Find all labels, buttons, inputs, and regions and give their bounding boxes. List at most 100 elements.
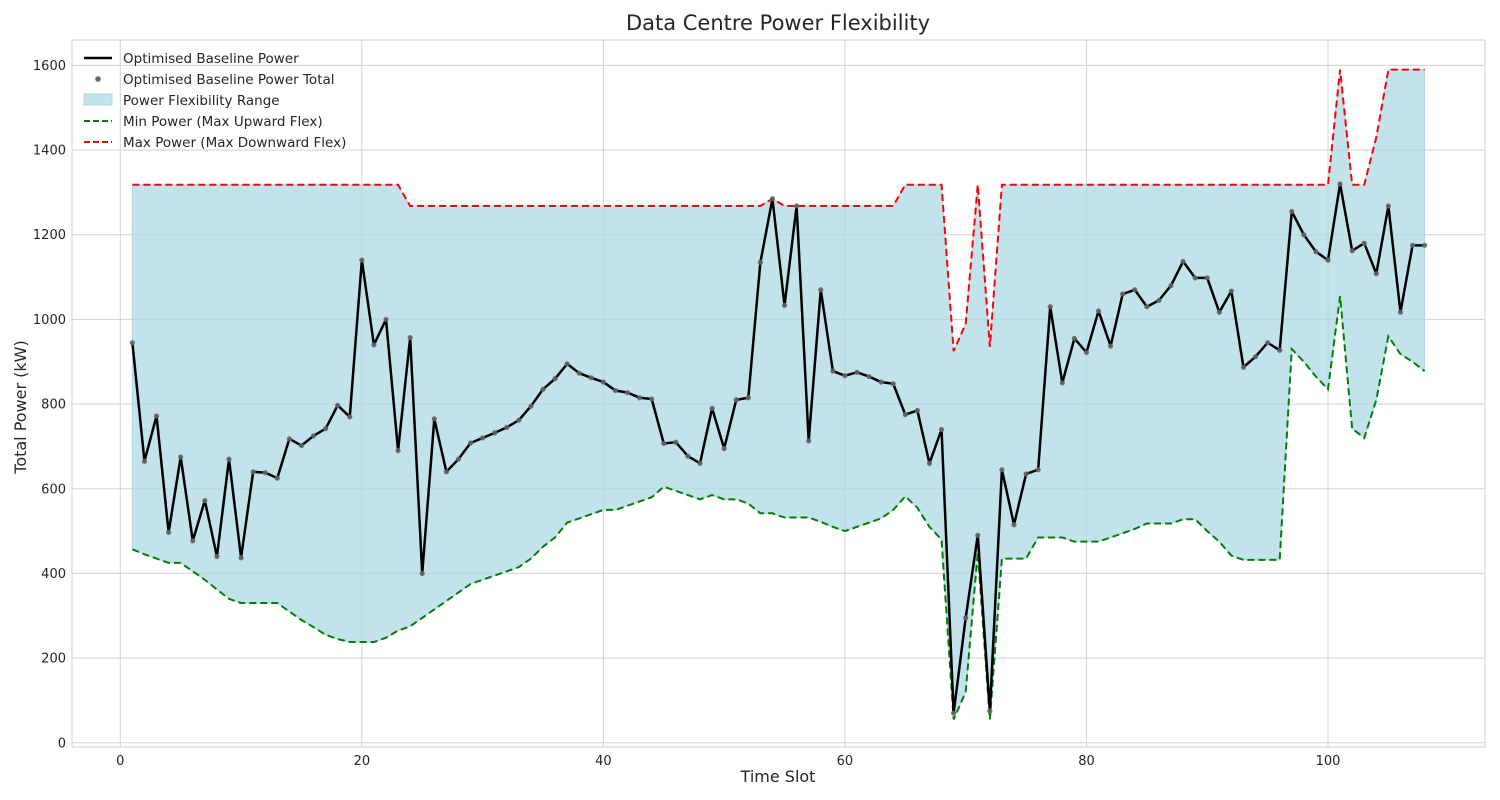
baseline-point [1095, 308, 1102, 314]
chart-title: Data Centre Power Flexibility [626, 11, 930, 35]
baseline-point [1397, 309, 1404, 315]
min-power-line [131, 296, 1426, 720]
baseline-point [359, 257, 365, 263]
baseline-point [781, 302, 788, 309]
baseline-point [310, 433, 317, 439]
baseline-point [745, 395, 751, 401]
baseline-point [1011, 522, 1017, 528]
baseline-point [323, 426, 329, 432]
baseline-point [878, 379, 884, 385]
legend-label: Max Power (Max Downward Flex) [123, 135, 346, 151]
x-tick-label: 20 [354, 754, 371, 769]
baseline-point [274, 475, 280, 481]
y-tick-label: 1400 [33, 144, 66, 159]
baseline-point [951, 710, 957, 716]
baseline-point [1313, 249, 1319, 255]
plot-frame [71, 39, 1486, 748]
baseline-point [166, 529, 172, 535]
baseline-point [141, 458, 148, 464]
baseline-point [709, 405, 715, 411]
baseline-point [1289, 208, 1295, 215]
baseline-point [999, 467, 1005, 473]
baseline-point [1144, 304, 1150, 310]
baseline-point [467, 440, 474, 446]
baseline-point [190, 538, 196, 544]
y-axis-title: Total Power (kW) [11, 340, 30, 474]
baseline-point [1059, 380, 1065, 386]
baseline-point [721, 445, 727, 452]
baseline-point [1108, 343, 1114, 349]
baseline-point [480, 435, 486, 441]
y-tick-label: 400 [41, 567, 66, 582]
baseline-point [733, 397, 739, 403]
baseline-point [347, 414, 353, 420]
baseline-point [794, 203, 800, 209]
baseline-point [1277, 347, 1283, 353]
baseline-point [1325, 257, 1331, 263]
baseline-point [637, 395, 643, 401]
x-tick-label: 80 [1078, 754, 1095, 769]
baseline-point [673, 439, 679, 445]
baseline-point [1047, 304, 1053, 310]
baseline-point [987, 708, 993, 714]
baseline-point [624, 390, 631, 396]
baseline-point [1132, 287, 1138, 293]
baseline-point [1252, 354, 1259, 360]
y-tick-label: 800 [41, 398, 66, 413]
baseline-point [214, 553, 220, 560]
baseline-point [1349, 248, 1355, 254]
baseline-power-line [131, 182, 1425, 715]
baseline-point [842, 373, 848, 379]
x-tick-label: 60 [837, 754, 854, 769]
baseline-point [371, 342, 377, 348]
y-tick-label: 1000 [33, 313, 66, 328]
baseline-point [262, 470, 268, 476]
y-tick-label: 1600 [33, 59, 66, 74]
baseline-point [1301, 232, 1307, 238]
legend-label: Power Flexibility Range [123, 93, 280, 109]
baseline-point [1180, 258, 1186, 265]
baseline-point [806, 438, 812, 444]
baseline-point [854, 369, 860, 375]
baseline-point [1361, 240, 1367, 246]
baseline-point [938, 426, 945, 433]
baseline-point [818, 287, 824, 293]
baseline-point [1373, 271, 1379, 277]
baseline-point [516, 417, 522, 423]
y-tick-label: 600 [41, 482, 66, 497]
baseline-point [830, 368, 836, 374]
baseline-point [1422, 242, 1428, 248]
baseline-point [202, 498, 208, 504]
baseline-point [1337, 181, 1343, 187]
axes: 0 20 40 60 80 1000200400600800100012001400160… [33, 39, 1486, 769]
x-tick-label: 0 [116, 754, 124, 769]
legend: Optimised Baseline Power Optimised Baseli… [83, 51, 346, 151]
baseline-point [298, 442, 305, 449]
baseline-point [504, 424, 510, 430]
baseline-point [963, 615, 969, 621]
baseline-point [661, 440, 667, 447]
baseline-point [1035, 467, 1041, 473]
baseline-point [1240, 364, 1247, 370]
baseline-point [1228, 288, 1234, 294]
baseline-point [1265, 340, 1271, 346]
baseline-point [685, 453, 691, 459]
baseline-point [383, 316, 389, 323]
baseline-point [129, 340, 135, 346]
baseline-point [250, 469, 256, 475]
baseline-point [286, 436, 292, 442]
baseline-point [335, 402, 341, 408]
x-tick-label: 100 [1316, 754, 1341, 769]
baseline-point [1385, 203, 1391, 209]
y-tick-label: 1200 [33, 228, 66, 243]
max-power-line [132, 68, 1425, 352]
baseline-point [1192, 275, 1198, 281]
baseline-point [226, 456, 232, 462]
baseline-point [178, 454, 184, 460]
legend-label: Optimised Baseline Power [123, 51, 299, 67]
baseline-point [1168, 282, 1174, 289]
baseline-point [528, 403, 534, 409]
baseline-point [1216, 309, 1222, 315]
